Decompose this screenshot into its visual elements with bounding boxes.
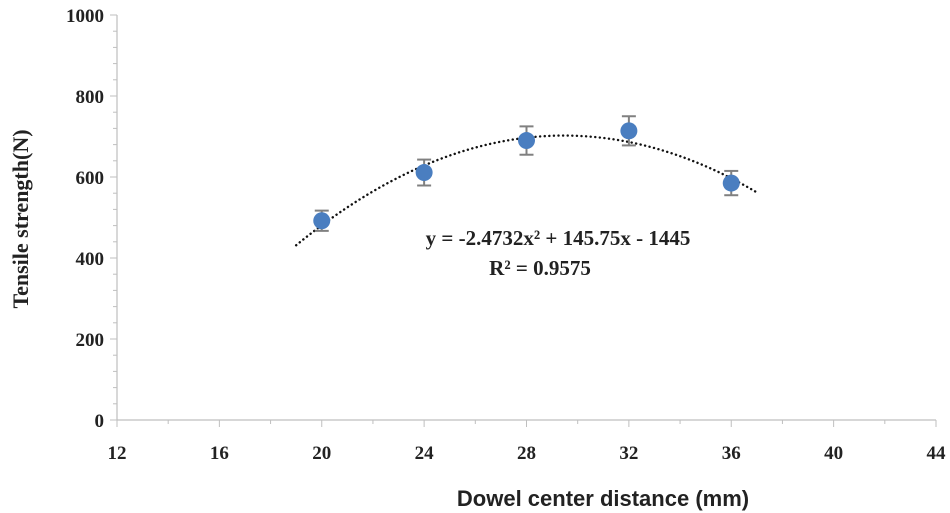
- y-tick-label: 1000: [66, 6, 104, 27]
- x-tick-label: 20: [312, 443, 331, 464]
- x-tick-label: 32: [619, 443, 638, 464]
- data-point-group: [518, 125, 535, 156]
- x-tick-labels: 12 16 20 24 28 32 36 40 44: [108, 443, 947, 464]
- x-tick-label: 12: [108, 443, 127, 464]
- x-tick-label: 40: [824, 443, 843, 464]
- data-point: [722, 174, 740, 192]
- x-axis-title: Dowel center distance (mm): [457, 486, 749, 511]
- y-tick-label: 800: [76, 87, 105, 108]
- data-point: [313, 212, 331, 230]
- x-tick-label: 16: [210, 443, 229, 464]
- data-point: [415, 164, 433, 182]
- y-tick-label: 400: [76, 249, 105, 270]
- data-point: [518, 132, 535, 150]
- x-tick-label: 28: [517, 443, 536, 464]
- axes: [110, 14, 937, 427]
- trendline-equation: y = -2.4732x² + 145.75x - 1445: [426, 226, 691, 250]
- y-tick-label: 200: [76, 330, 105, 351]
- y-tick-label: 600: [76, 168, 105, 189]
- data-point-group: [313, 209, 331, 232]
- data-point-group: [415, 158, 433, 187]
- x-tick-label: 44: [927, 443, 947, 464]
- data-point-group: [722, 169, 740, 197]
- x-tick-label: 36: [722, 443, 741, 464]
- data-points: [313, 115, 740, 232]
- r-squared-label: R² = 0.9575: [489, 256, 591, 280]
- x-tick-label: 24: [415, 443, 435, 464]
- y-tick-labels: 0 200 400 600 800 1000: [66, 6, 104, 432]
- data-point: [620, 122, 638, 140]
- data-point-group: [620, 115, 638, 147]
- y-axis-title: Tensile strength(N): [8, 129, 33, 308]
- y-tick-label: 0: [95, 411, 105, 432]
